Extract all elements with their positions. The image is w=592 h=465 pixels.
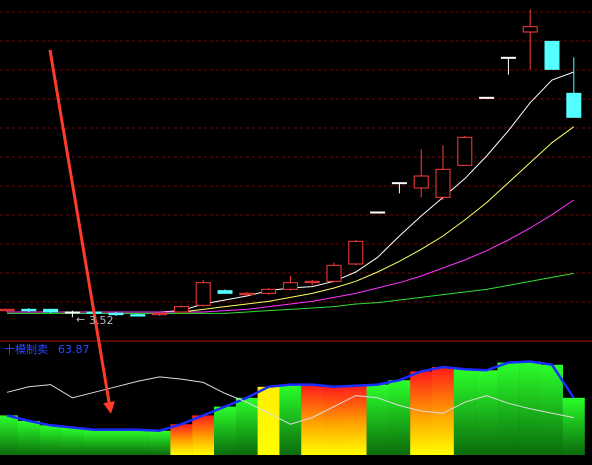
indicator-value: 63.87	[58, 343, 90, 356]
candle-body	[348, 240, 364, 265]
indicator-column	[257, 386, 280, 455]
indicator-column	[410, 371, 433, 455]
candle-body	[239, 292, 255, 296]
indicator-panel	[0, 360, 585, 455]
bottom-strip	[0, 455, 592, 465]
indicator-column	[432, 367, 454, 455]
candle-body	[391, 182, 407, 185]
candle-body	[173, 306, 189, 313]
indicator-column	[39, 425, 62, 455]
indicator-column	[170, 424, 193, 455]
indicator-column	[214, 406, 236, 455]
indicator-column	[344, 385, 367, 455]
indicator-column	[541, 364, 563, 455]
candle-body	[413, 175, 429, 189]
low-arrow: ←	[76, 313, 85, 326]
candle-body	[64, 311, 80, 314]
candle-body	[566, 92, 582, 118]
indicator-column	[192, 415, 215, 455]
price-panel	[0, 9, 582, 318]
indicator-column	[323, 386, 345, 455]
candle-body	[304, 280, 320, 284]
candle-body	[326, 264, 342, 282]
indicator-column	[388, 380, 411, 455]
candle-body	[130, 314, 146, 317]
candle-body	[282, 282, 298, 290]
indicator-column	[301, 384, 324, 455]
pointer-arrow	[48, 49, 115, 414]
grid	[0, 11, 592, 303]
candle-body	[195, 282, 211, 306]
indicator-line	[6, 376, 574, 425]
candle-body	[435, 168, 451, 198]
candle-body	[152, 312, 168, 316]
indicator-column	[366, 384, 389, 455]
candle-body	[21, 308, 37, 312]
indicator-outline	[6, 360, 575, 433]
candle-body	[544, 40, 560, 70]
indicator-column	[61, 427, 84, 455]
indicator-column	[126, 429, 149, 455]
indicator-column	[497, 362, 520, 455]
indicator-column	[279, 384, 302, 455]
candle-body	[500, 56, 516, 59]
indicator-column	[562, 397, 585, 455]
indicator-column	[17, 420, 40, 455]
candle-body	[457, 136, 473, 166]
candle-body	[370, 211, 386, 214]
indicator-column	[475, 370, 498, 455]
candle-body	[43, 308, 59, 313]
indicator-column	[519, 361, 542, 455]
indicator-column	[0, 415, 18, 455]
indicator-column	[105, 429, 127, 455]
candle-body	[0, 308, 15, 312]
candle-body	[479, 96, 495, 99]
low-label: 3.52	[89, 314, 114, 327]
indicator-title: 十模制卖	[4, 342, 48, 356]
indicator-column	[148, 430, 171, 455]
candle-body	[522, 26, 538, 33]
candle-body	[261, 288, 277, 294]
candle-body	[108, 312, 124, 316]
indicator-column	[235, 397, 258, 455]
indicator-column	[453, 369, 476, 455]
indicator-column	[83, 429, 106, 455]
candle-body	[217, 290, 233, 294]
